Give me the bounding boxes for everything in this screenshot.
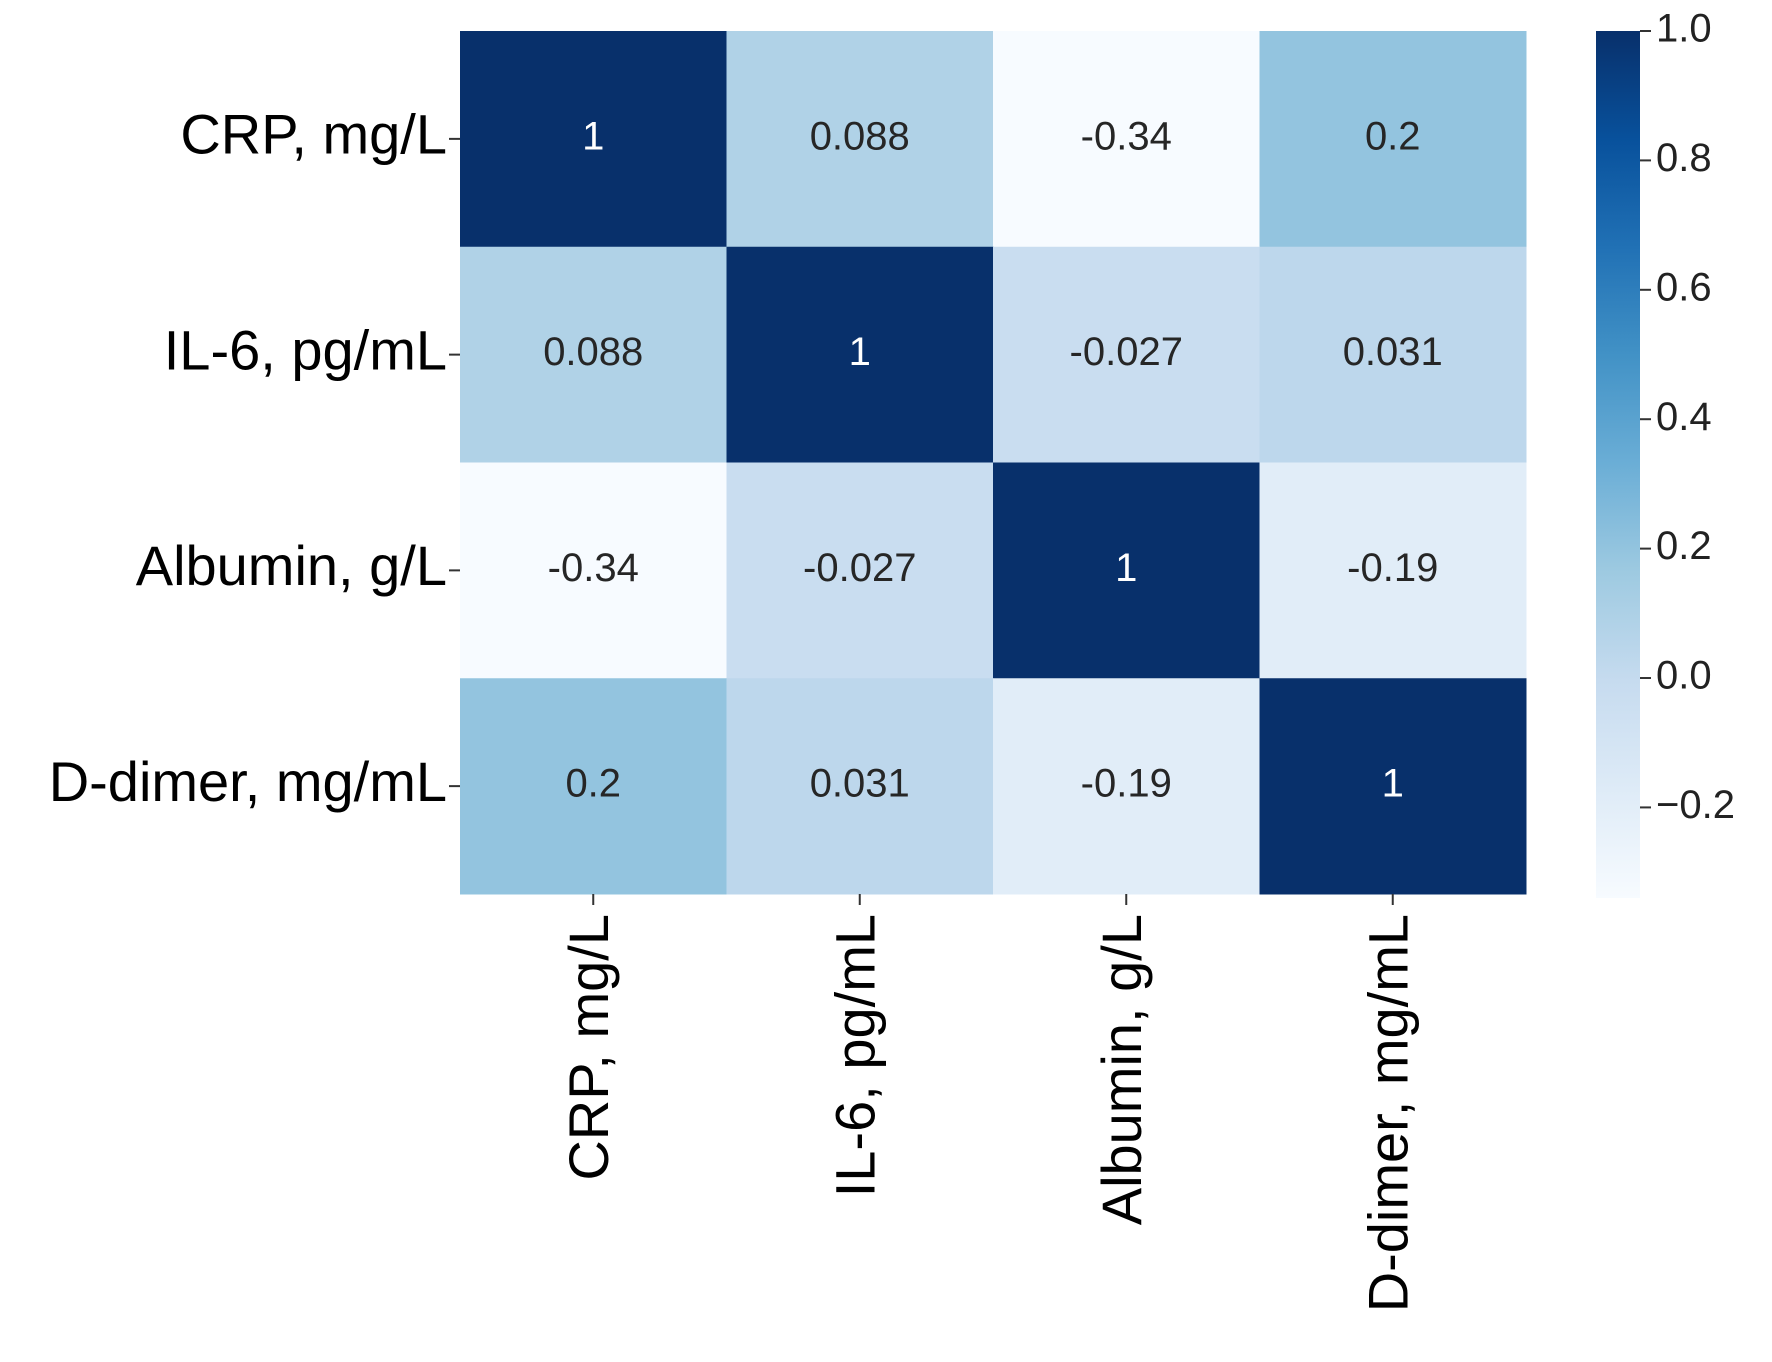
- heatmap-cell: [1259, 246, 1527, 463]
- x-tick-label: Albumin, g/L: [1090, 914, 1153, 1225]
- cell-label: 0.088: [543, 330, 643, 374]
- heatmap-cell: [993, 31, 1260, 248]
- heatmap-cell: [726, 246, 994, 463]
- y-tick-label: D-dimer, mg/mL: [49, 750, 447, 813]
- x-tick-label: D-dimer, mg/mL: [1357, 914, 1420, 1312]
- y-tick-label: Albumin, g/L: [136, 534, 447, 597]
- colorbar-tick-label: 0.8: [1656, 136, 1712, 180]
- heatmap-cell: [460, 31, 727, 248]
- heatmap-cell: [993, 462, 1260, 679]
- colorbar-tick-label: 0.2: [1656, 524, 1712, 568]
- x-tick-label: CRP, mg/L: [557, 914, 620, 1181]
- colorbar-tick-label: 0.6: [1656, 265, 1712, 309]
- cell-label: 1: [1382, 762, 1404, 806]
- heatmap-cell: [460, 678, 727, 895]
- heatmap-cell: [460, 462, 727, 679]
- cell-label: 1: [849, 330, 871, 374]
- cell-label: 0.031: [810, 762, 910, 806]
- cell-label: -0.19: [1081, 762, 1172, 806]
- cell-label: -0.027: [1070, 330, 1183, 374]
- cell-label: -0.027: [803, 546, 916, 590]
- heatmap-cell: [993, 678, 1260, 895]
- y-tick-label: CRP, mg/L: [180, 103, 447, 166]
- heatmap-cell: [726, 462, 994, 679]
- colorbar-tick-label: 0.0: [1656, 654, 1712, 698]
- colorbar-tick-label: −0.2: [1656, 783, 1735, 827]
- y-tick-label: IL-6, pg/mL: [164, 318, 447, 381]
- colorbar: [1596, 31, 1640, 898]
- heatmap-cell: [1259, 31, 1527, 248]
- cell-label: 0.2: [1365, 114, 1421, 158]
- cell-label: 1: [1115, 546, 1137, 590]
- x-tick-label: IL-6, pg/mL: [824, 914, 887, 1197]
- heatmap-cell: [1259, 462, 1527, 679]
- colorbar-tick-label: 1.0: [1656, 7, 1712, 51]
- heatmap-cell: [1259, 678, 1527, 895]
- cell-label: 0.088: [810, 114, 910, 158]
- heatmap-cell: [993, 246, 1260, 463]
- cell-label: -0.19: [1347, 546, 1438, 590]
- cell-label: 0.2: [565, 762, 621, 806]
- cell-label: -0.34: [1081, 114, 1172, 158]
- heatmap-cell: [460, 246, 727, 463]
- heatmap-cell: [726, 678, 994, 895]
- cell-label: 1: [582, 114, 604, 158]
- cell-label: -0.34: [548, 546, 639, 590]
- heatmap-cell: [726, 31, 994, 248]
- cell-label: 0.031: [1343, 330, 1443, 374]
- colorbar-tick-label: 0.4: [1656, 395, 1712, 439]
